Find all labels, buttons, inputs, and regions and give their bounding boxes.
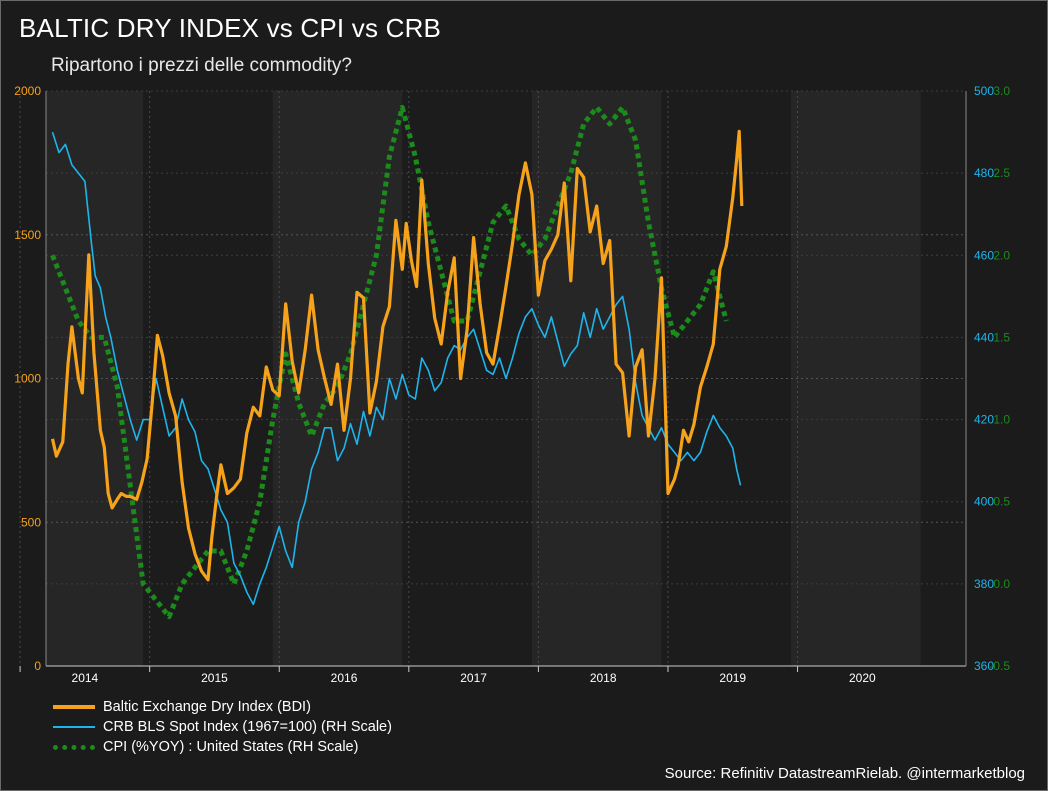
y-right-cpi-tick-label: -0.5 — [989, 659, 1010, 673]
legend-item-cpi: CPI (%YOY) : United States (RH Scale) — [53, 737, 392, 757]
legend-swatch-bdi — [53, 705, 95, 709]
chart-subtitle: Ripartono i prezzi delle commodity? — [51, 55, 352, 76]
x-tick-label: 2020 — [849, 671, 876, 685]
axes: 2014 2015 2016 2017 2018 2019 2020 0 500 1000 1500… — [14, 84, 1010, 685]
y-right-crb-tick-label: 500 — [974, 84, 994, 98]
y-right-crb-tick-label: 400 — [974, 495, 994, 509]
y-left-tick-label: 500 — [21, 515, 41, 529]
y-right-cpi-tick-label: 1.0 — [993, 413, 1010, 427]
x-tick-label: 2015 — [201, 671, 228, 685]
y-left-tick-label: 1500 — [14, 228, 41, 242]
legend-label-cpi: CPI (%YOY) : United States (RH Scale) — [103, 739, 359, 755]
y-right-cpi-tick-label: 2.0 — [993, 248, 1010, 262]
year-band — [920, 91, 966, 666]
legend-item-crb: CRB BLS Spot Index (1967=100) (RH Scale) — [53, 717, 392, 737]
y-right-crb-tick-label: 420 — [974, 413, 994, 427]
y-left-tick-label: 1000 — [14, 372, 41, 386]
crb-series-group — [51, 131, 742, 606]
legend-swatch-crb — [53, 726, 95, 728]
y-right-cpi-tick-label: 0.5 — [993, 495, 1010, 509]
legend: Baltic Exchange Dry Index (BDI) CRB BLS … — [53, 697, 392, 757]
y-right-cpi-tick-label: 1.5 — [993, 330, 1010, 344]
legend-swatch-cpi — [53, 744, 95, 750]
cpi-line — [50, 104, 729, 620]
source-note: Source: Refinitiv DatastreamRielab. @int… — [664, 765, 1025, 782]
y-right-crb-tick-label: 360 — [974, 659, 994, 673]
x-tick-label: 2014 — [72, 671, 99, 685]
y-left-tick-label: 2000 — [14, 84, 41, 98]
y-left-tick-label: 0 — [34, 659, 41, 673]
legend-item-bdi: Baltic Exchange Dry Index (BDI) — [53, 697, 392, 717]
y-right-crb-tick-label: 380 — [974, 577, 994, 591]
x-tick-label: 2016 — [331, 671, 358, 685]
x-tick-label: 2018 — [590, 671, 617, 685]
y-right-crb-tick-label: 460 — [974, 248, 994, 262]
y-right-cpi-tick-label: 3.0 — [993, 84, 1010, 98]
bdi-line — [50, 129, 744, 582]
x-tick-label: 2017 — [460, 671, 487, 685]
legend-label-bdi: Baltic Exchange Dry Index (BDI) — [103, 699, 311, 715]
y-right-crb-tick-label: 440 — [974, 330, 994, 344]
cpi-series-group — [50, 104, 729, 620]
y-right-crb-tick-label: 480 — [974, 166, 994, 180]
legend-label-crb: CRB BLS Spot Index (1967=100) (RH Scale) — [103, 719, 392, 735]
x-tick-label: 2019 — [719, 671, 746, 685]
crb-line — [51, 131, 742, 606]
y-right-cpi-tick-label: 2.5 — [993, 166, 1010, 180]
bdi-series-group — [50, 129, 744, 582]
chart-title: BALTIC DRY INDEX vs CPI vs CRB — [19, 13, 442, 43]
y-right-cpi-tick-label: 0.0 — [993, 577, 1010, 591]
